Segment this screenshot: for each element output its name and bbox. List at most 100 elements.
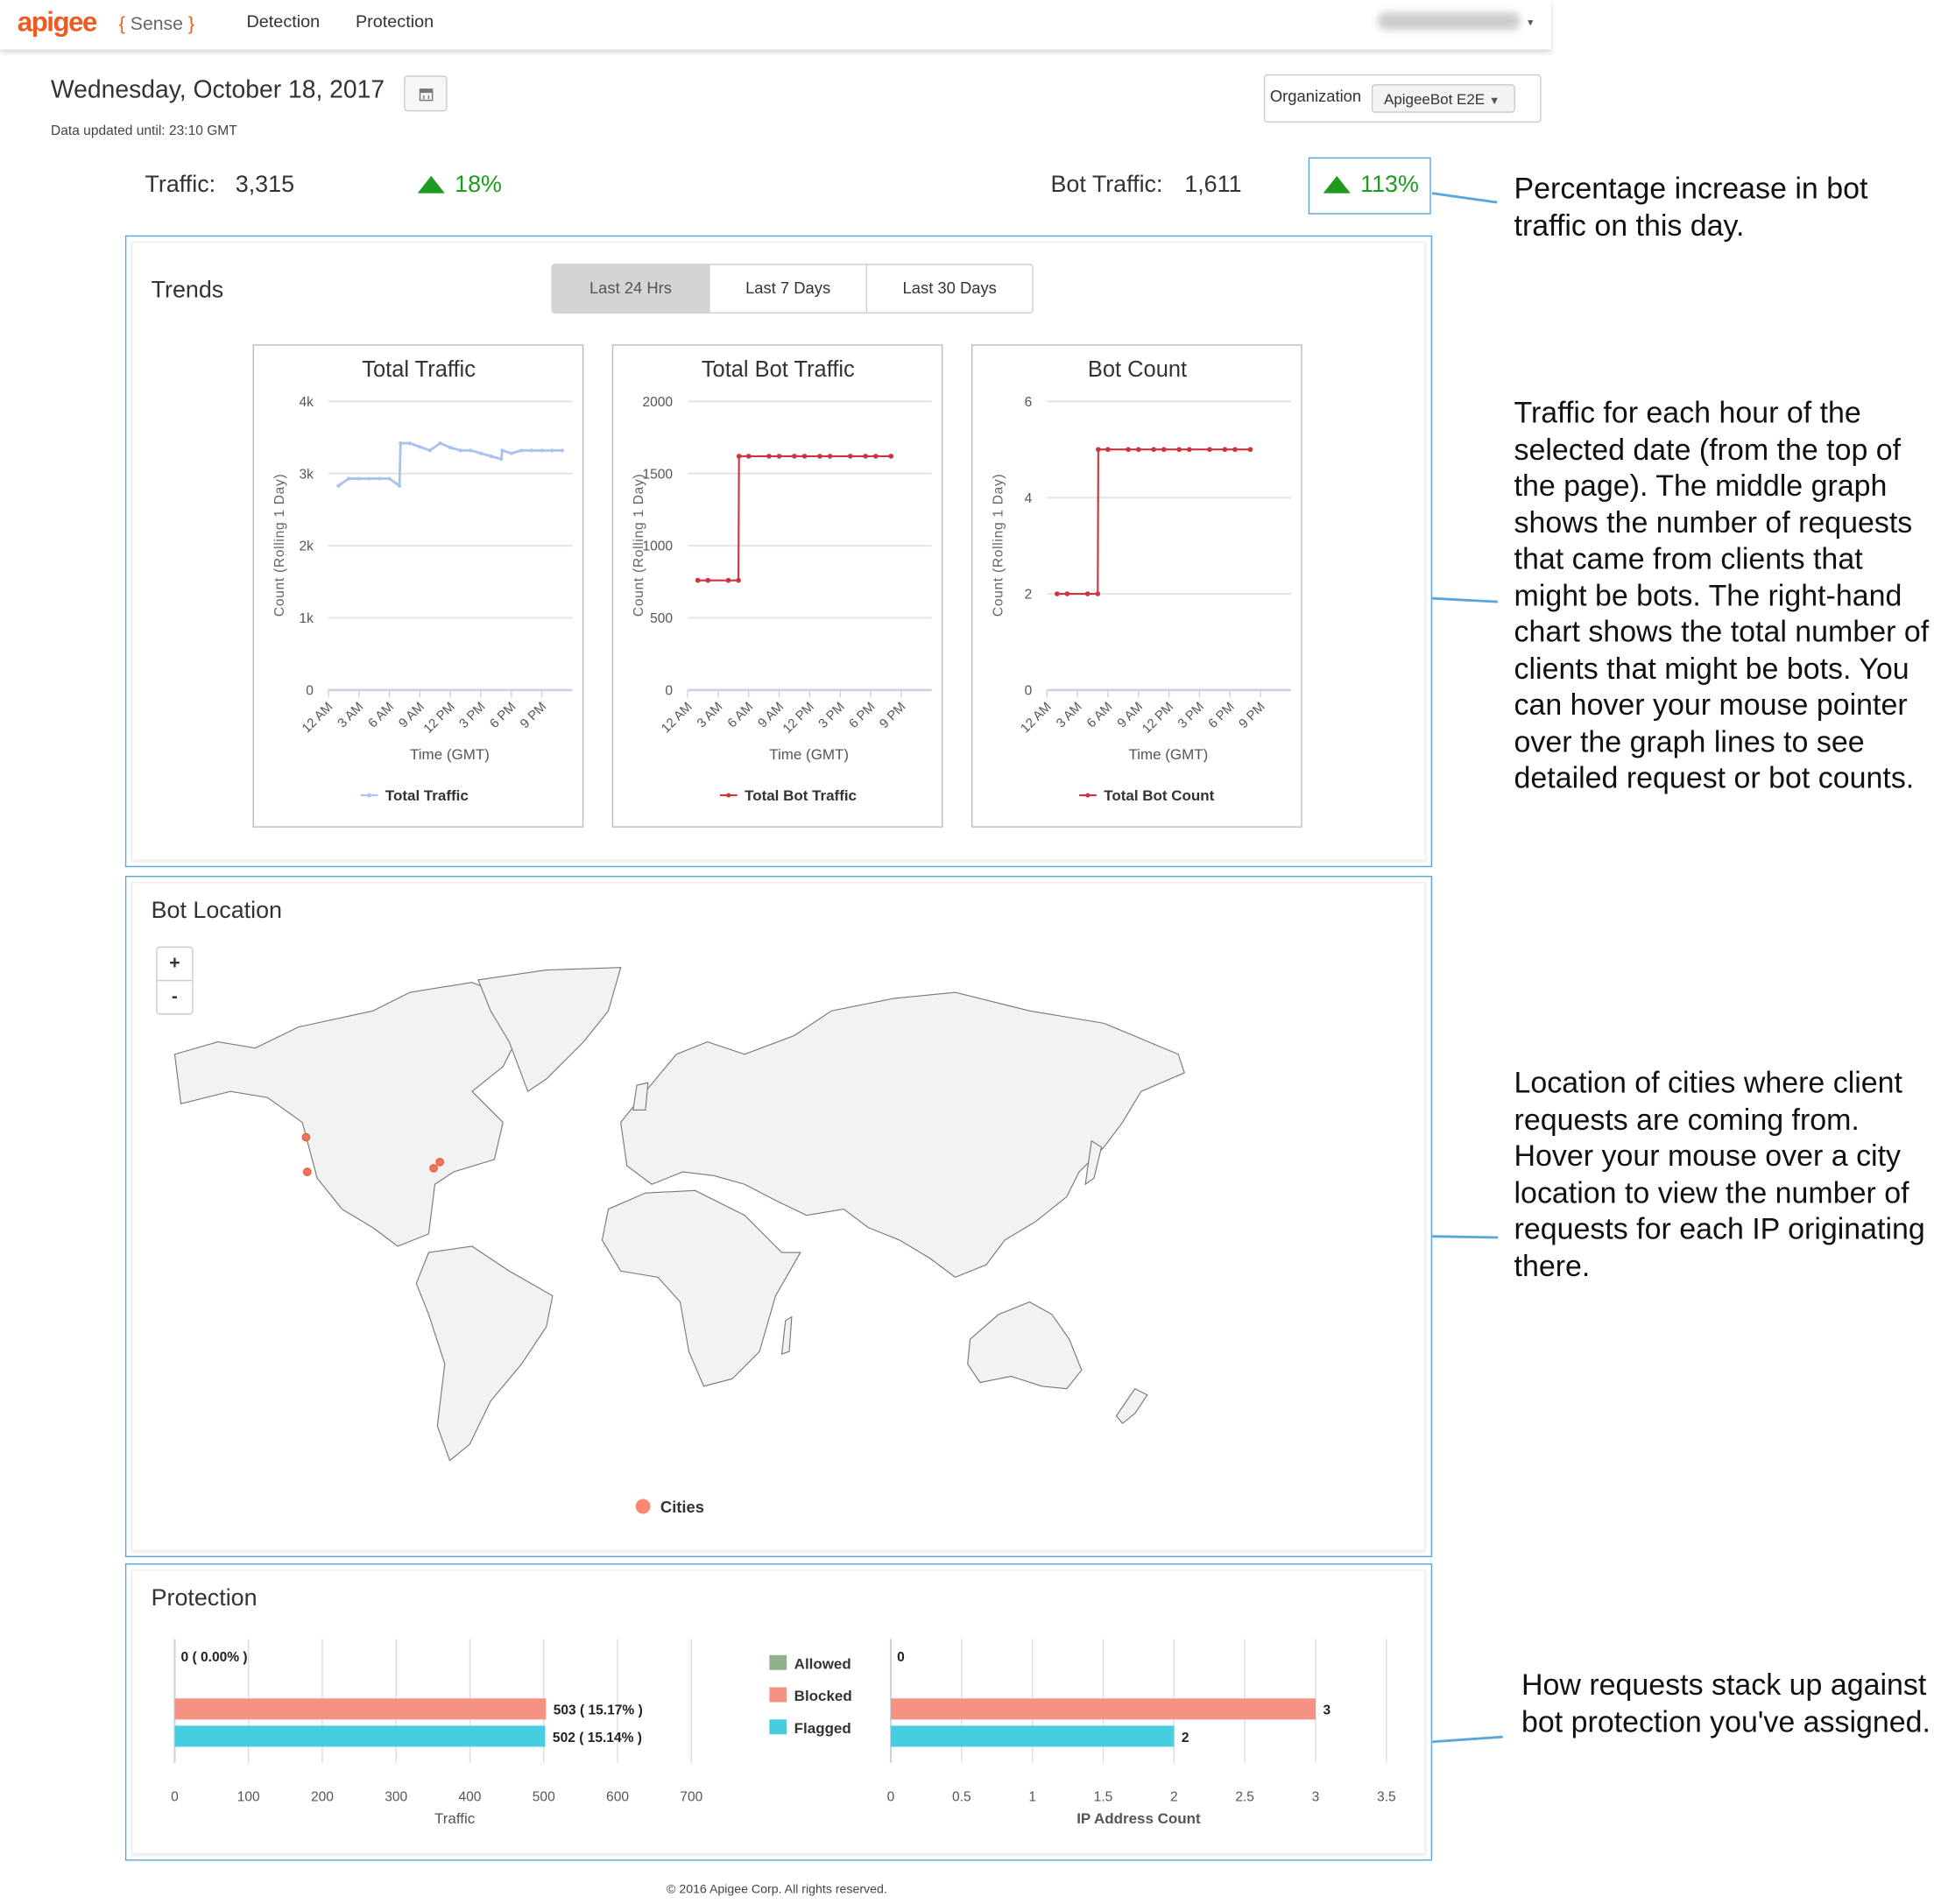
data-point[interactable] xyxy=(1135,447,1141,453)
data-point[interactable] xyxy=(1186,447,1192,453)
city-marker[interactable] xyxy=(429,1164,438,1173)
data-point[interactable] xyxy=(776,454,782,459)
apigee-logo[interactable]: apigee xyxy=(17,6,98,38)
data-point[interactable] xyxy=(1176,447,1182,453)
data-point[interactable] xyxy=(458,448,462,453)
nav-detection[interactable]: Detection xyxy=(246,11,321,32)
x-tick-label: 0 xyxy=(887,1790,895,1805)
data-point[interactable] xyxy=(1232,447,1238,453)
trends-range-tabs: Last 24 Hrs Last 7 Days Last 30 Days xyxy=(551,264,1034,314)
data-point[interactable] xyxy=(1151,447,1156,453)
data-point[interactable] xyxy=(1105,447,1111,453)
data-point[interactable] xyxy=(540,448,544,453)
data-point[interactable] xyxy=(847,454,853,459)
organization-select[interactable]: ApigeeBot E2E ▼ xyxy=(1371,84,1515,113)
data-point[interactable] xyxy=(336,483,341,488)
y-tick-label: 0 xyxy=(306,684,314,699)
legend-label[interactable]: Total Bot Count xyxy=(1104,787,1214,804)
cities-legend-label[interactable]: Cities xyxy=(660,1498,704,1516)
data-point[interactable] xyxy=(367,476,371,481)
city-marker[interactable] xyxy=(435,1157,444,1167)
data-point[interactable] xyxy=(766,454,772,459)
data-point[interactable] xyxy=(407,441,412,446)
data-point[interactable] xyxy=(448,445,453,450)
data-point[interactable] xyxy=(695,577,701,583)
series-line[interactable] xyxy=(697,455,892,582)
zoom-in-button[interactable]: + xyxy=(169,952,180,974)
world-map[interactable]: Cities xyxy=(126,877,1433,1558)
data-point[interactable] xyxy=(529,448,534,453)
data-point[interactable] xyxy=(745,454,752,459)
bar-blocked[interactable] xyxy=(174,1698,547,1720)
legend-label-blocked[interactable]: Blocked xyxy=(794,1688,852,1704)
data-point[interactable] xyxy=(792,454,797,459)
bar-blocked[interactable] xyxy=(891,1698,1316,1720)
nav-protection[interactable]: Protection xyxy=(355,11,434,32)
data-point[interactable] xyxy=(550,448,554,453)
data-point[interactable] xyxy=(346,476,351,481)
legend-label-flagged[interactable]: Flagged xyxy=(794,1720,851,1737)
data-point[interactable] xyxy=(1161,447,1167,453)
data-point[interactable] xyxy=(725,577,731,583)
data-point[interactable] xyxy=(888,454,894,459)
data-point[interactable] xyxy=(387,476,392,481)
data-point[interactable] xyxy=(1095,591,1101,596)
data-point[interactable] xyxy=(397,483,402,488)
x-tick-label: 3.5 xyxy=(1377,1790,1396,1805)
data-point[interactable] xyxy=(418,445,422,449)
series-line[interactable] xyxy=(1056,448,1251,596)
data-point[interactable] xyxy=(519,448,524,453)
data-point[interactable] xyxy=(427,448,433,453)
data-point[interactable] xyxy=(438,441,442,446)
data-point[interactable] xyxy=(705,577,711,583)
legend-label-allowed[interactable]: Allowed xyxy=(794,1655,851,1672)
tab-last-7-days[interactable]: Last 7 Days xyxy=(709,264,868,313)
data-point[interactable] xyxy=(863,454,869,459)
data-point[interactable] xyxy=(817,454,822,459)
legend-label[interactable]: Total Traffic xyxy=(385,787,469,804)
data-point[interactable] xyxy=(873,454,879,459)
tab-last-24-hrs[interactable]: Last 24 Hrs xyxy=(552,264,710,313)
bot-location-title: Bot Location xyxy=(151,898,282,925)
annotation-protection: How requests stack up against bot protec… xyxy=(1521,1668,1930,1739)
y-axis-label: Count (Rolling 1 Day) xyxy=(991,474,1006,617)
legend-label[interactable]: Total Bot Traffic xyxy=(745,787,857,804)
city-marker[interactable] xyxy=(302,1167,312,1176)
zoom-out-button[interactable]: - xyxy=(157,979,193,1013)
data-point[interactable] xyxy=(1055,591,1060,596)
data-point[interactable] xyxy=(736,454,742,459)
tab-last-30-days[interactable]: Last 30 Days xyxy=(867,264,1033,313)
series-line[interactable] xyxy=(337,441,562,489)
data-point[interactable] xyxy=(489,454,493,459)
data-point[interactable] xyxy=(478,451,484,455)
data-point[interactable] xyxy=(399,441,403,446)
data-point[interactable] xyxy=(1247,447,1253,453)
user-account-blurred[interactable] xyxy=(1377,12,1521,30)
bar-flagged[interactable] xyxy=(174,1725,546,1747)
data-point[interactable] xyxy=(736,577,741,583)
chevron-down-icon[interactable]: ▾ xyxy=(1528,16,1534,29)
data-point[interactable] xyxy=(1207,447,1212,453)
bar-flagged[interactable] xyxy=(891,1725,1175,1747)
data-point[interactable] xyxy=(1222,447,1228,453)
calendar-button[interactable] xyxy=(404,75,448,112)
data-point[interactable] xyxy=(509,451,513,455)
city-marker[interactable] xyxy=(301,1132,311,1142)
data-point[interactable] xyxy=(377,476,382,481)
data-point[interactable] xyxy=(499,457,504,462)
data-point[interactable] xyxy=(469,448,473,453)
data-point[interactable] xyxy=(1096,447,1101,453)
annotation-connector xyxy=(1432,1735,1503,1743)
data-point[interactable] xyxy=(560,448,565,453)
data-point[interactable] xyxy=(1064,591,1070,596)
data-point[interactable] xyxy=(1084,591,1091,596)
data-point[interactable] xyxy=(1126,447,1131,453)
data-point[interactable] xyxy=(500,448,505,453)
data-point[interactable] xyxy=(827,454,833,459)
data-point[interactable] xyxy=(801,454,808,459)
data-point[interactable] xyxy=(356,476,361,481)
